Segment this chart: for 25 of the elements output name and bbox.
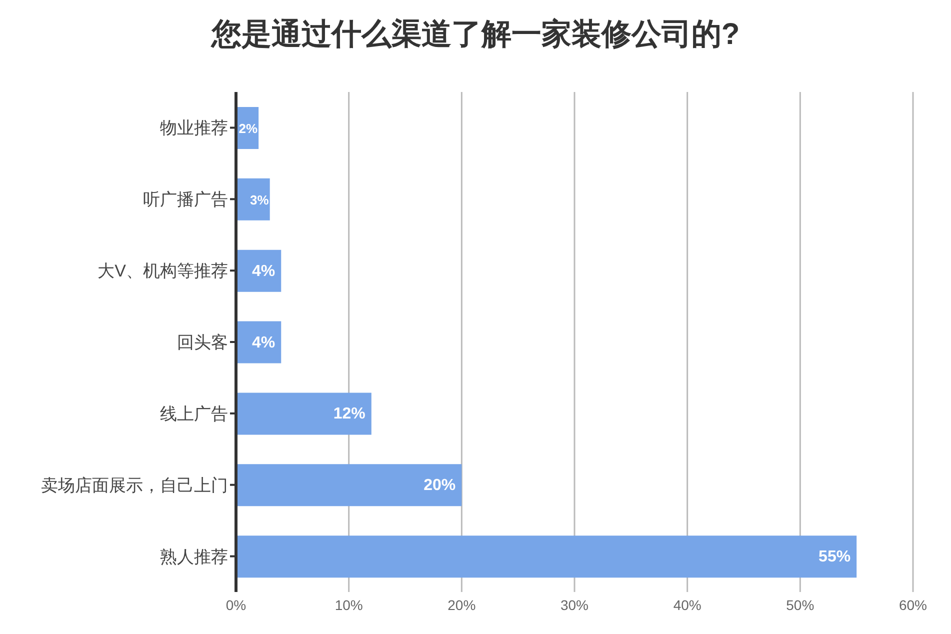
data-label: 2% (238, 121, 258, 136)
bar (236, 464, 462, 506)
bar (236, 536, 857, 578)
y-tick-label: 听广播广告 (143, 190, 228, 210)
chart-title: 您是通过什么渠道了解一家装修公司的? (210, 16, 741, 53)
data-label: 4% (252, 262, 276, 280)
y-tick-label: 线上广告 (160, 404, 228, 424)
data-label: 55% (818, 548, 851, 566)
y-tick-label: 物业推荐 (160, 118, 228, 138)
data-label: 3% (250, 192, 270, 208)
x-tick-label: 60% (898, 596, 928, 613)
x-tick-label: 20% (448, 596, 476, 613)
x-tick-label: 10% (334, 596, 363, 613)
y-tick-label: 熟人推荐 (160, 547, 228, 566)
y-tick-label: 回头客 (177, 333, 228, 352)
x-tick-label: 50% (786, 596, 814, 613)
data-label: 12% (333, 406, 366, 423)
data-label: 20% (424, 477, 456, 494)
y-tick-label: 卖场店面展示，自己上门 (41, 476, 228, 495)
x-tick-label: 40% (673, 596, 702, 613)
x-tick-label: 30% (560, 596, 589, 613)
x-tick-label: 0% (226, 596, 246, 613)
data-label: 4% (252, 334, 276, 352)
bar (236, 392, 372, 435)
y-tick-label: 大V、机构等推荐 (98, 262, 228, 281)
